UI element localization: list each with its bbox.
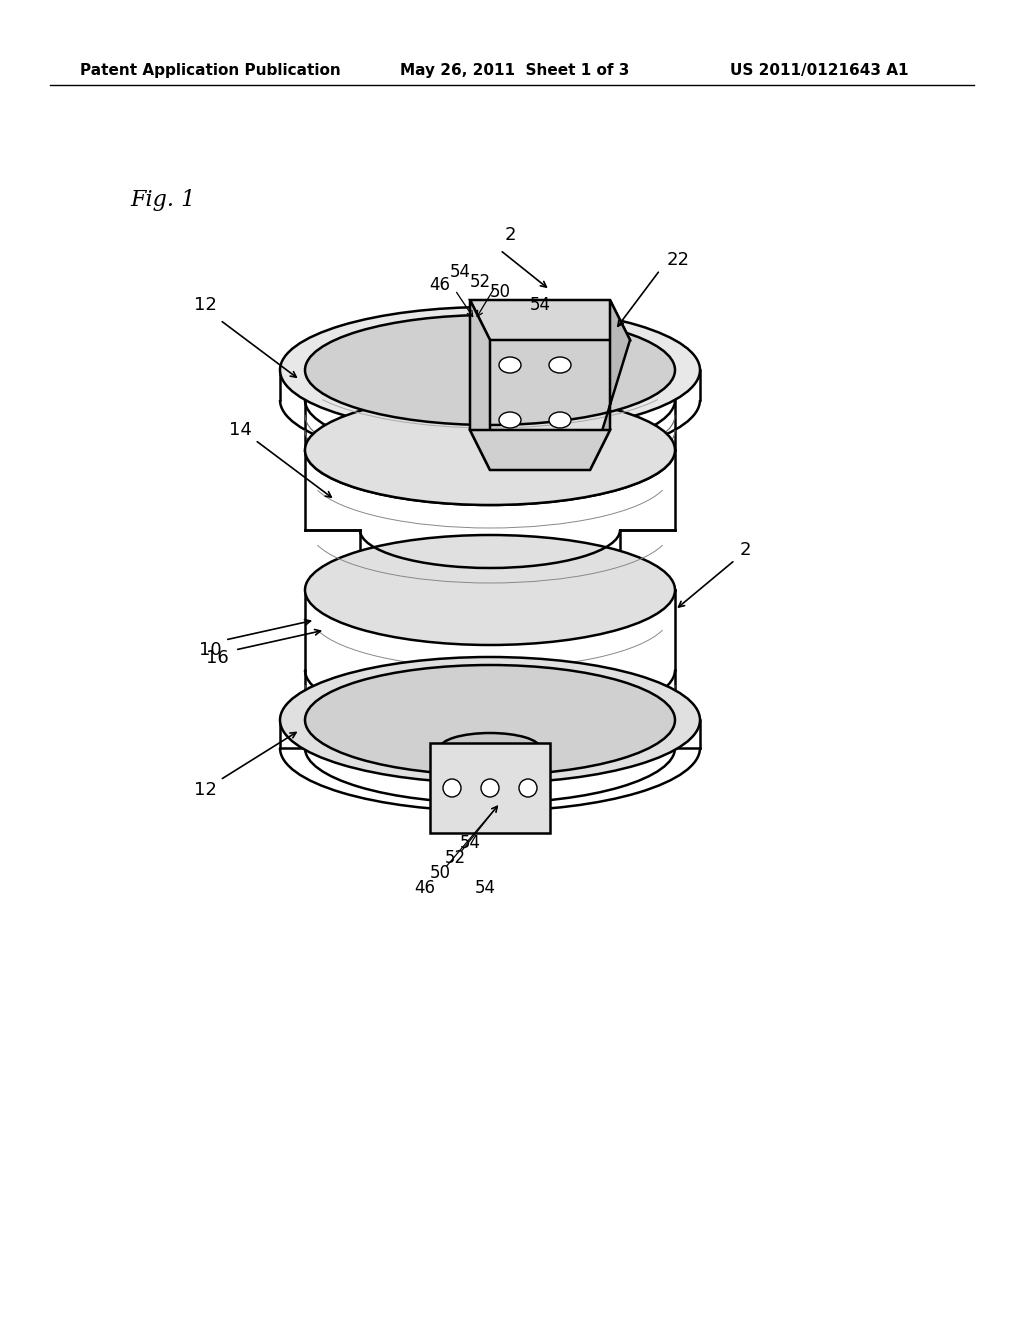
Text: 12: 12 xyxy=(194,781,216,799)
Polygon shape xyxy=(470,300,490,470)
Text: 54: 54 xyxy=(474,879,496,898)
Ellipse shape xyxy=(499,356,521,374)
Ellipse shape xyxy=(443,779,461,797)
FancyBboxPatch shape xyxy=(430,743,550,833)
Polygon shape xyxy=(470,430,610,470)
Text: 2: 2 xyxy=(739,541,751,558)
Ellipse shape xyxy=(499,412,521,428)
Text: 12: 12 xyxy=(194,296,216,314)
Text: May 26, 2011  Sheet 1 of 3: May 26, 2011 Sheet 1 of 3 xyxy=(400,62,630,78)
Ellipse shape xyxy=(305,395,675,506)
Text: Fig. 1: Fig. 1 xyxy=(130,189,196,211)
Polygon shape xyxy=(590,300,630,470)
Text: 50: 50 xyxy=(429,865,451,882)
Text: 46: 46 xyxy=(415,879,435,898)
Text: 10: 10 xyxy=(199,642,221,659)
Text: Patent Application Publication: Patent Application Publication xyxy=(80,62,341,78)
Text: 22: 22 xyxy=(667,251,689,269)
Text: 50: 50 xyxy=(489,282,511,301)
Ellipse shape xyxy=(280,657,700,783)
Ellipse shape xyxy=(305,665,675,775)
Ellipse shape xyxy=(481,779,499,797)
Text: 54: 54 xyxy=(450,263,470,281)
Ellipse shape xyxy=(305,315,675,425)
Text: 52: 52 xyxy=(469,273,490,290)
Text: 46: 46 xyxy=(429,276,451,294)
Text: 14: 14 xyxy=(228,421,252,440)
Ellipse shape xyxy=(440,733,540,763)
Text: 52: 52 xyxy=(444,849,466,867)
Ellipse shape xyxy=(549,412,571,428)
Text: 16: 16 xyxy=(206,649,228,667)
Text: 54: 54 xyxy=(460,834,480,851)
Ellipse shape xyxy=(519,779,537,797)
Text: 2: 2 xyxy=(504,226,516,244)
Ellipse shape xyxy=(305,535,675,645)
Text: 54: 54 xyxy=(529,296,551,314)
Text: US 2011/0121643 A1: US 2011/0121643 A1 xyxy=(730,62,908,78)
Polygon shape xyxy=(470,300,630,341)
Ellipse shape xyxy=(549,356,571,374)
Ellipse shape xyxy=(280,308,700,433)
